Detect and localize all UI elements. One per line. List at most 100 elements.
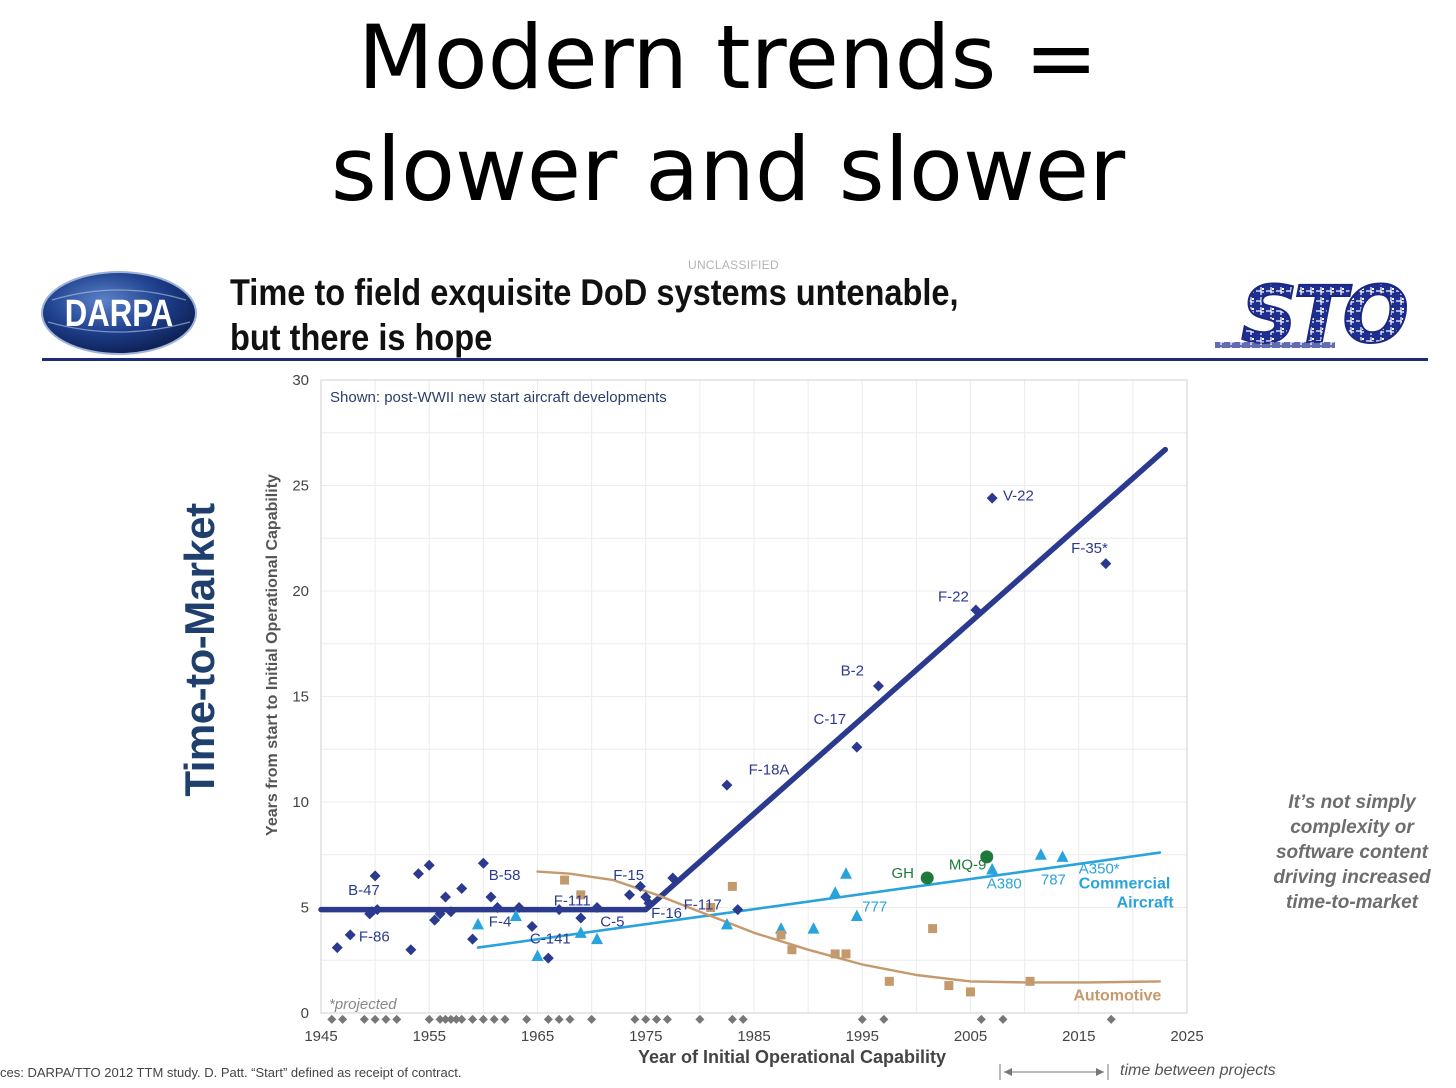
projected-marker <box>565 1014 575 1024</box>
x-tick-label: 1945 <box>304 1028 337 1045</box>
military-point <box>423 859 435 871</box>
projected-marker <box>359 1014 369 1024</box>
military-point <box>412 868 424 880</box>
point-labels: B-47 F-86 B-58 F-4 F-111 C-141 C-5 F-15 F-16 F-11… <box>348 487 1174 1004</box>
point-label: F-4 <box>489 913 512 930</box>
point-label: F-35* <box>1071 540 1108 557</box>
military-point <box>434 908 446 920</box>
military-point <box>456 883 468 895</box>
military-point <box>331 942 343 954</box>
military-point <box>732 904 744 916</box>
point-label: F-117 <box>684 897 722 914</box>
commercial-point <box>471 917 484 930</box>
point-label: F-111 <box>554 892 591 909</box>
military-point <box>970 604 982 616</box>
trend-lines <box>318 446 1169 984</box>
projected-marker <box>738 1014 748 1024</box>
projected-marker <box>695 1014 705 1024</box>
military-point <box>439 891 451 903</box>
automotive-point <box>576 890 586 900</box>
commercial-point <box>829 886 842 898</box>
commercial-point <box>850 909 863 921</box>
projected-marker <box>641 1014 651 1024</box>
point-label: 777 <box>862 899 887 916</box>
projected-marker <box>662 1014 672 1024</box>
projected-marker <box>435 1014 445 1024</box>
darpa-logo: DARPA <box>41 271 197 355</box>
point-label: F-16 <box>651 905 682 922</box>
military-point <box>542 952 554 964</box>
military-point <box>371 904 383 916</box>
military-point <box>643 897 655 909</box>
military-point <box>634 880 646 892</box>
commercial-point <box>840 867 853 879</box>
point-label: A380 <box>987 876 1022 893</box>
projected-marker <box>381 1014 391 1024</box>
automotive-point <box>787 945 797 955</box>
point-label: GH <box>891 865 914 882</box>
projected-marker <box>327 1014 337 1024</box>
projected-marker <box>457 1014 467 1024</box>
projected-marker <box>879 1014 889 1024</box>
projected-marker <box>478 1014 488 1024</box>
y-tick-label: 25 <box>292 478 309 495</box>
projected-marker <box>976 1014 986 1024</box>
military-point <box>445 906 457 918</box>
commercial-point <box>720 917 733 930</box>
military-point <box>624 889 636 901</box>
military-point <box>477 857 489 869</box>
projected-marker <box>554 1014 564 1024</box>
commercial-point <box>574 926 587 938</box>
point-label: Aircraft <box>1117 895 1175 912</box>
time-between-label: time between projects <box>1120 1062 1276 1079</box>
uav-point <box>920 871 934 885</box>
military-point <box>1100 558 1112 570</box>
point-label: C-141 <box>530 930 571 947</box>
point-label: MQ-9 <box>949 857 987 874</box>
automotive-point <box>560 875 570 885</box>
military-point <box>591 902 603 913</box>
military-point <box>575 912 587 924</box>
projected-marker <box>1106 1014 1116 1024</box>
projected-marker <box>424 1014 434 1024</box>
point-label: C-17 <box>814 711 847 728</box>
projected-marker <box>392 1014 402 1024</box>
y-axis-label: Years from start to Initial Operational … <box>264 474 281 836</box>
y-tick-label: 20 <box>292 583 309 600</box>
header-title: Time to field exquisite DoD systems unte… <box>230 270 959 360</box>
header-title-line-1: Time to field exquisite DoD systems unte… <box>230 272 959 313</box>
x-tick-label: 2025 <box>1170 1028 1203 1045</box>
projected-marker <box>857 1014 867 1024</box>
uav-point <box>980 850 994 864</box>
commercial-point <box>807 922 820 934</box>
y-tick-label: 15 <box>292 689 309 706</box>
military-point <box>405 944 417 956</box>
point-label: V-22 <box>1003 487 1034 504</box>
slide-title: Modern trends = slower and slower <box>0 2 1456 226</box>
x-tick-label: 1985 <box>737 1028 770 1045</box>
automotive-point <box>966 987 975 997</box>
header-divider <box>42 358 1428 361</box>
military-point <box>467 933 479 945</box>
point-label: B-58 <box>489 867 521 884</box>
point-label: 787 <box>1041 871 1066 888</box>
point-label: F-18A <box>749 762 790 779</box>
point-label: Automotive <box>1073 987 1161 1004</box>
military-point <box>721 779 733 791</box>
trend-line <box>536 870 1162 984</box>
point-label: Commercial <box>1079 876 1171 893</box>
time-between-bracket <box>999 1064 1109 1080</box>
projected-marker <box>522 1014 532 1024</box>
y-tick-label: 30 <box>292 372 309 389</box>
automotive-point <box>944 981 954 991</box>
sto-logo: STO <box>1215 276 1412 350</box>
automotive-point <box>841 949 851 959</box>
x-tick-label: 1955 <box>413 1028 446 1045</box>
projected-marker <box>500 1014 510 1024</box>
military-point <box>429 914 441 926</box>
projected-note: *projected <box>329 996 397 1013</box>
plot-frame <box>320 379 1188 1014</box>
military-point <box>986 492 998 504</box>
military-point <box>369 870 381 882</box>
point-label: F-15 <box>613 867 644 884</box>
